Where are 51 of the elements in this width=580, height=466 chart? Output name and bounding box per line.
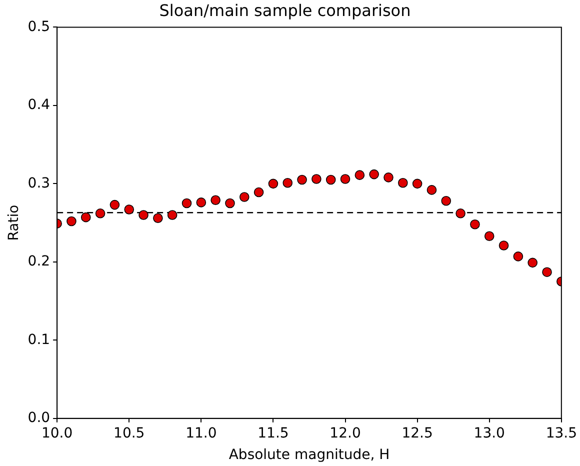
point [312,174,322,184]
point [225,198,235,208]
point [210,195,220,206]
y-tick-label: 0.1 [28,332,50,348]
point [542,267,552,277]
y-tick-label: 0.5 [28,18,50,35]
point [456,208,466,218]
point [282,178,293,188]
point [66,216,76,226]
point [254,187,264,198]
x-tick-label: 10.5 [114,425,145,442]
point [110,200,120,210]
y-tick-label: 0.2 [28,254,50,270]
point [354,170,365,180]
x-tick-label: 10.0 [41,425,73,442]
point [167,210,178,220]
point [124,204,134,214]
point [326,174,336,185]
point [268,178,278,189]
y-tick-label: 0.0 [28,410,50,426]
x-tick-label: 11.5 [258,425,289,442]
y-axis-title: Ratio [6,204,22,241]
point [498,240,509,250]
x-tick-label: 11.0 [186,425,217,442]
y-tick-label: 0.3 [28,175,50,192]
x-axis-title: Absolute magnitude, H [228,447,390,464]
point [297,174,307,185]
point [95,208,106,218]
point [239,192,250,202]
point [384,172,394,182]
chart-title: Sloan/main sample comparison [159,0,411,20]
point [441,196,452,206]
point [369,169,379,180]
point [412,178,422,189]
point [470,219,480,230]
point [138,210,148,220]
point [484,231,494,241]
point [182,198,192,208]
point [153,213,163,224]
point [80,212,91,222]
y-tick-label: 0.4 [28,97,50,114]
x-tick-label: 13.5 [546,425,577,442]
x-tick-label: 12.0 [330,425,361,442]
point [426,185,437,195]
point [196,198,206,208]
point [528,258,538,268]
x-tick-label: 12.5 [402,425,433,442]
x-tick-label: 13.0 [474,425,505,442]
point [513,252,524,262]
point [340,174,350,184]
point [398,178,408,188]
